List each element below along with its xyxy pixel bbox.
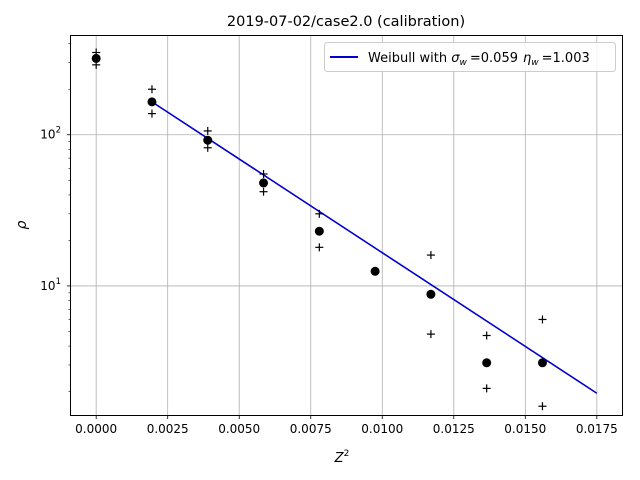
fit-line-layer (151, 101, 598, 394)
legend-sigma: σ (451, 51, 460, 66)
y-axis: 101 102 (40, 43, 71, 392)
lower-bound-marker (203, 143, 212, 152)
x-tick-label: 0.0050 (218, 422, 260, 436)
plot-frame (70, 35, 623, 416)
y-axis-label: ρ (14, 220, 30, 229)
x-axis-label-base: Z (334, 451, 345, 466)
data-point (259, 178, 269, 188)
y-tick-label: 102 (40, 126, 61, 142)
chart-title: 2019-07-02/case2.0 (calibration) (227, 14, 465, 30)
y-tick-label: 101 (40, 277, 61, 293)
upper-bound-marker (259, 169, 268, 178)
lower-bound-marker (259, 187, 268, 196)
x-tick-label: 0.0000 (75, 422, 117, 436)
data-point (537, 358, 547, 368)
legend-prefix: Weibull with (368, 51, 451, 66)
data-point (370, 266, 380, 276)
data-point (203, 135, 213, 145)
x-axis-label: Z2 (334, 449, 350, 466)
x-tick-label: 0.0150 (504, 422, 546, 436)
data-point (91, 53, 101, 63)
lower-bound-marker (538, 402, 547, 411)
upper-bound-marker (538, 315, 547, 324)
lower-bound-marker (315, 243, 324, 252)
legend-box (324, 42, 616, 72)
legend-sigma-value: =0.059 (470, 51, 518, 66)
upper-bound-marker (147, 85, 156, 94)
x-tick-label: 0.0075 (290, 422, 332, 436)
x-tick-label: 0.0175 (576, 422, 618, 436)
weibull-fit-line (151, 101, 598, 394)
markers-layer (91, 48, 547, 411)
lower-bound-marker (482, 384, 491, 393)
legend-eta-sub: w (531, 58, 539, 68)
legend: Weibull with σw =0.059 ηw =1.003 (324, 42, 616, 72)
data-point (482, 358, 492, 368)
upper-bound-marker (315, 209, 324, 218)
legend-eta-value: =1.003 (542, 51, 590, 66)
x-axis: 0.0000 0.0025 0.0050 0.0075 0.0100 0.0125 0.01… (75, 415, 618, 436)
data-point (147, 97, 157, 107)
upper-bound-marker (426, 251, 435, 260)
x-tick-label: 0.0100 (361, 422, 403, 436)
lower-bound-marker (147, 109, 156, 118)
upper-bound-marker (203, 126, 212, 135)
x-tick-label: 0.0025 (147, 422, 189, 436)
legend-eta: η (523, 51, 531, 66)
legend-sigma-sub: w (460, 58, 468, 68)
legend-label: Weibull with σw =0.059 ηw =1.003 (368, 51, 590, 68)
upper-bound-marker (482, 331, 491, 340)
grid (71, 36, 622, 415)
lower-bound-marker (92, 60, 101, 69)
x-tick-label: 0.0125 (433, 422, 475, 436)
x-axis-label-sup: 2 (344, 449, 350, 459)
upper-bound-marker (92, 48, 101, 57)
data-point (426, 289, 436, 299)
lower-bound-marker (426, 330, 435, 339)
data-point (314, 226, 324, 236)
